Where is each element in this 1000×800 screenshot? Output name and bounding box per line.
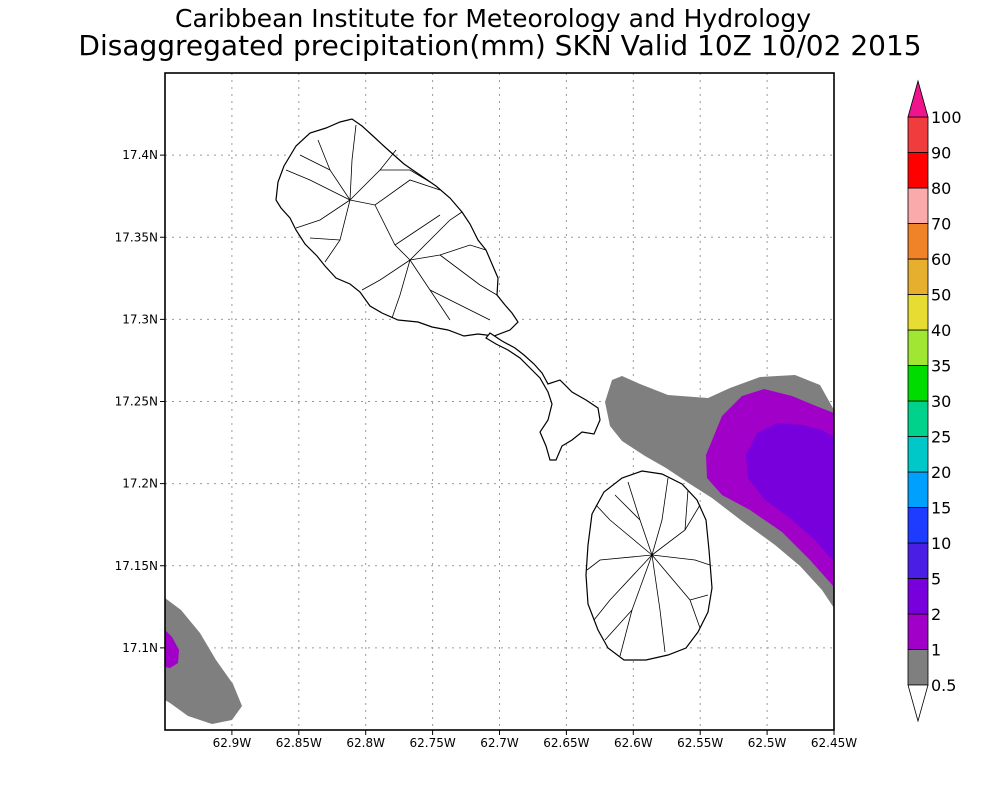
colorbar-swatch: [907, 152, 929, 189]
colorbar-swatch: [907, 258, 929, 295]
y-tick-label: 17.2N: [122, 477, 158, 491]
colorbar-label: 35: [931, 357, 951, 376]
colorbar-swatch: [907, 116, 929, 153]
x-tick-label: 62.7W: [480, 736, 519, 750]
colorbar-label: 0.5: [931, 676, 956, 695]
island-st-kitts: [275, 118, 519, 337]
y-tick-label: 17.3N: [122, 312, 158, 326]
peninsula-st-kitts: [485, 332, 601, 461]
colorbar-swatch: [907, 436, 929, 473]
drainage-st-kitts: [285, 124, 498, 321]
precip-area-west-mid: [165, 630, 179, 668]
figure-title: Caribbean Institute for Meteorology and …: [175, 4, 811, 33]
colorbar-swatch: [907, 329, 929, 366]
island-nevis: [585, 470, 713, 661]
x-axis: 62.9W 62.85W 62.8W 62.75W 62.7W 62.65W 62.6W 62…: [213, 730, 857, 750]
y-tick-label: 17.15N: [115, 559, 158, 573]
colorbar-label: 80: [931, 179, 951, 198]
y-tick-label: 17.1N: [122, 641, 158, 655]
colorbar-label: 70: [931, 215, 951, 234]
x-tick-label: 62.85W: [276, 736, 322, 750]
colorbar-swatch: [907, 471, 929, 508]
x-tick-label: 62.75W: [409, 736, 455, 750]
colorbar-label: 30: [931, 392, 951, 411]
precip-area-east-core: [746, 423, 834, 562]
x-tick-label: 62.6W: [614, 736, 653, 750]
colorbar-label: 1: [931, 641, 941, 660]
precip-area-west-light: [165, 598, 242, 724]
colorbar-swatch: [907, 578, 929, 615]
colorbar-label: 40: [931, 321, 951, 340]
colorbar-label: 5: [931, 570, 941, 589]
colorbar-top-arrow: [907, 79, 929, 118]
colorbar-bottom-arrow: [907, 684, 929, 723]
colorbar-label: 15: [931, 499, 951, 518]
colorbar-swatch: [907, 649, 929, 686]
map-plot: [164, 72, 835, 731]
x-tick-label: 62.65W: [543, 736, 589, 750]
x-tick-label: 62.5W: [748, 736, 787, 750]
colorbar-swatch: [907, 187, 929, 224]
drainage-nevis: [586, 477, 711, 657]
colorbar-swatch: [907, 294, 929, 331]
x-tick-label: 62.8W: [346, 736, 385, 750]
colorbar-label: 20: [931, 463, 951, 482]
island-outlines: [275, 118, 713, 661]
y-tick-label: 17.25N: [115, 395, 158, 409]
colorbar-label: 50: [931, 286, 951, 305]
x-tick-label: 62.45W: [811, 736, 857, 750]
colorbar-swatch: [907, 400, 929, 437]
colorbar-label: 90: [931, 144, 951, 163]
colorbar-label: 100: [931, 108, 962, 127]
colorbar-label: 25: [931, 428, 951, 447]
figure-subtitle: Disaggregated precipitation(mm) SKN Vali…: [78, 29, 921, 62]
x-tick-label: 62.55W: [677, 736, 723, 750]
colorbar-label: 10: [931, 534, 951, 553]
colorbar-swatch: [907, 365, 929, 402]
y-axis: 17.1N 17.15N 17.2N 17.25N 17.3N 17.35N 17.4N: [115, 148, 165, 655]
y-tick-label: 17.35N: [115, 230, 158, 244]
colorbar-swatch: [907, 507, 929, 544]
colorbar-label: 60: [931, 250, 951, 269]
y-tick-label: 17.4N: [122, 148, 158, 162]
colorbar-swatch: [907, 542, 929, 579]
colorbar-swatch: [907, 223, 929, 260]
colorbar-label: 2: [931, 605, 941, 624]
x-tick-label: 62.9W: [213, 736, 252, 750]
precip-shading: [165, 375, 834, 724]
colorbar-swatch: [907, 613, 929, 650]
